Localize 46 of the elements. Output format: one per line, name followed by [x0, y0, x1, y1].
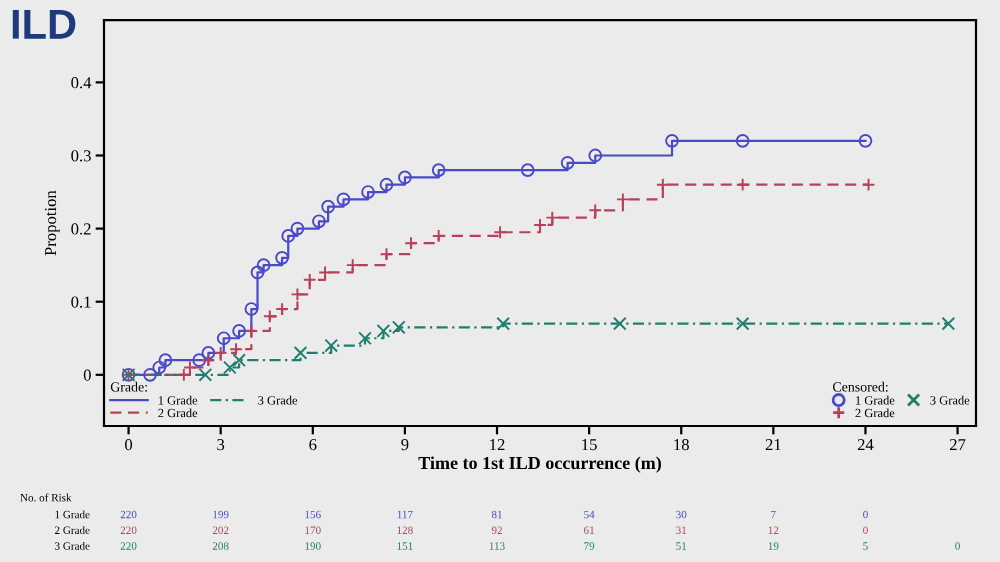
x-tick-label: 3: [217, 439, 225, 451]
point: [229, 342, 243, 357]
point: [496, 316, 511, 331]
x-tick-label: 24: [857, 439, 874, 451]
point: [616, 192, 630, 207]
point: [302, 272, 317, 287]
x-tick-label: 15: [582, 439, 597, 451]
y-axis-title: Propotion: [44, 190, 60, 256]
x-tick-label: 21: [765, 439, 781, 451]
y-tick-label: 0: [83, 369, 91, 381]
point: [262, 309, 277, 324]
point: [293, 346, 308, 360]
point: [213, 346, 228, 360]
point: [290, 287, 305, 302]
y-tick-label: 0.1: [71, 296, 91, 308]
x-axis-title: Time to 1st ILD occurrence (m): [418, 456, 661, 473]
point: [176, 367, 191, 382]
y-tick-label: 0.3: [71, 150, 91, 162]
point: [861, 177, 876, 192]
point: [318, 265, 332, 280]
x-tick-label: 18: [674, 438, 689, 451]
x-tick-label: 9: [401, 439, 409, 451]
point: [655, 177, 670, 192]
point: [198, 367, 213, 382]
point: [232, 353, 246, 368]
point: [735, 177, 750, 192]
point: [493, 225, 507, 240]
x-tick-label: 0: [125, 438, 133, 451]
point: [358, 331, 372, 346]
point: [183, 360, 197, 375]
chart-title: ILD: [12, 9, 76, 39]
y-tick-label: 0.4: [71, 77, 92, 89]
x-tick-label: 12: [490, 439, 505, 451]
point: [244, 324, 259, 338]
point: [588, 203, 603, 218]
point: [201, 353, 216, 368]
y-tick-label: 0.2: [71, 223, 91, 235]
point: [612, 316, 627, 331]
x-tick-label: 6: [309, 439, 317, 451]
point: [941, 316, 956, 331]
point: [735, 316, 750, 331]
point: [545, 210, 560, 225]
point: [223, 360, 237, 375]
point: [324, 338, 339, 353]
x-tick-label: 27: [949, 439, 966, 451]
point: [379, 247, 394, 262]
